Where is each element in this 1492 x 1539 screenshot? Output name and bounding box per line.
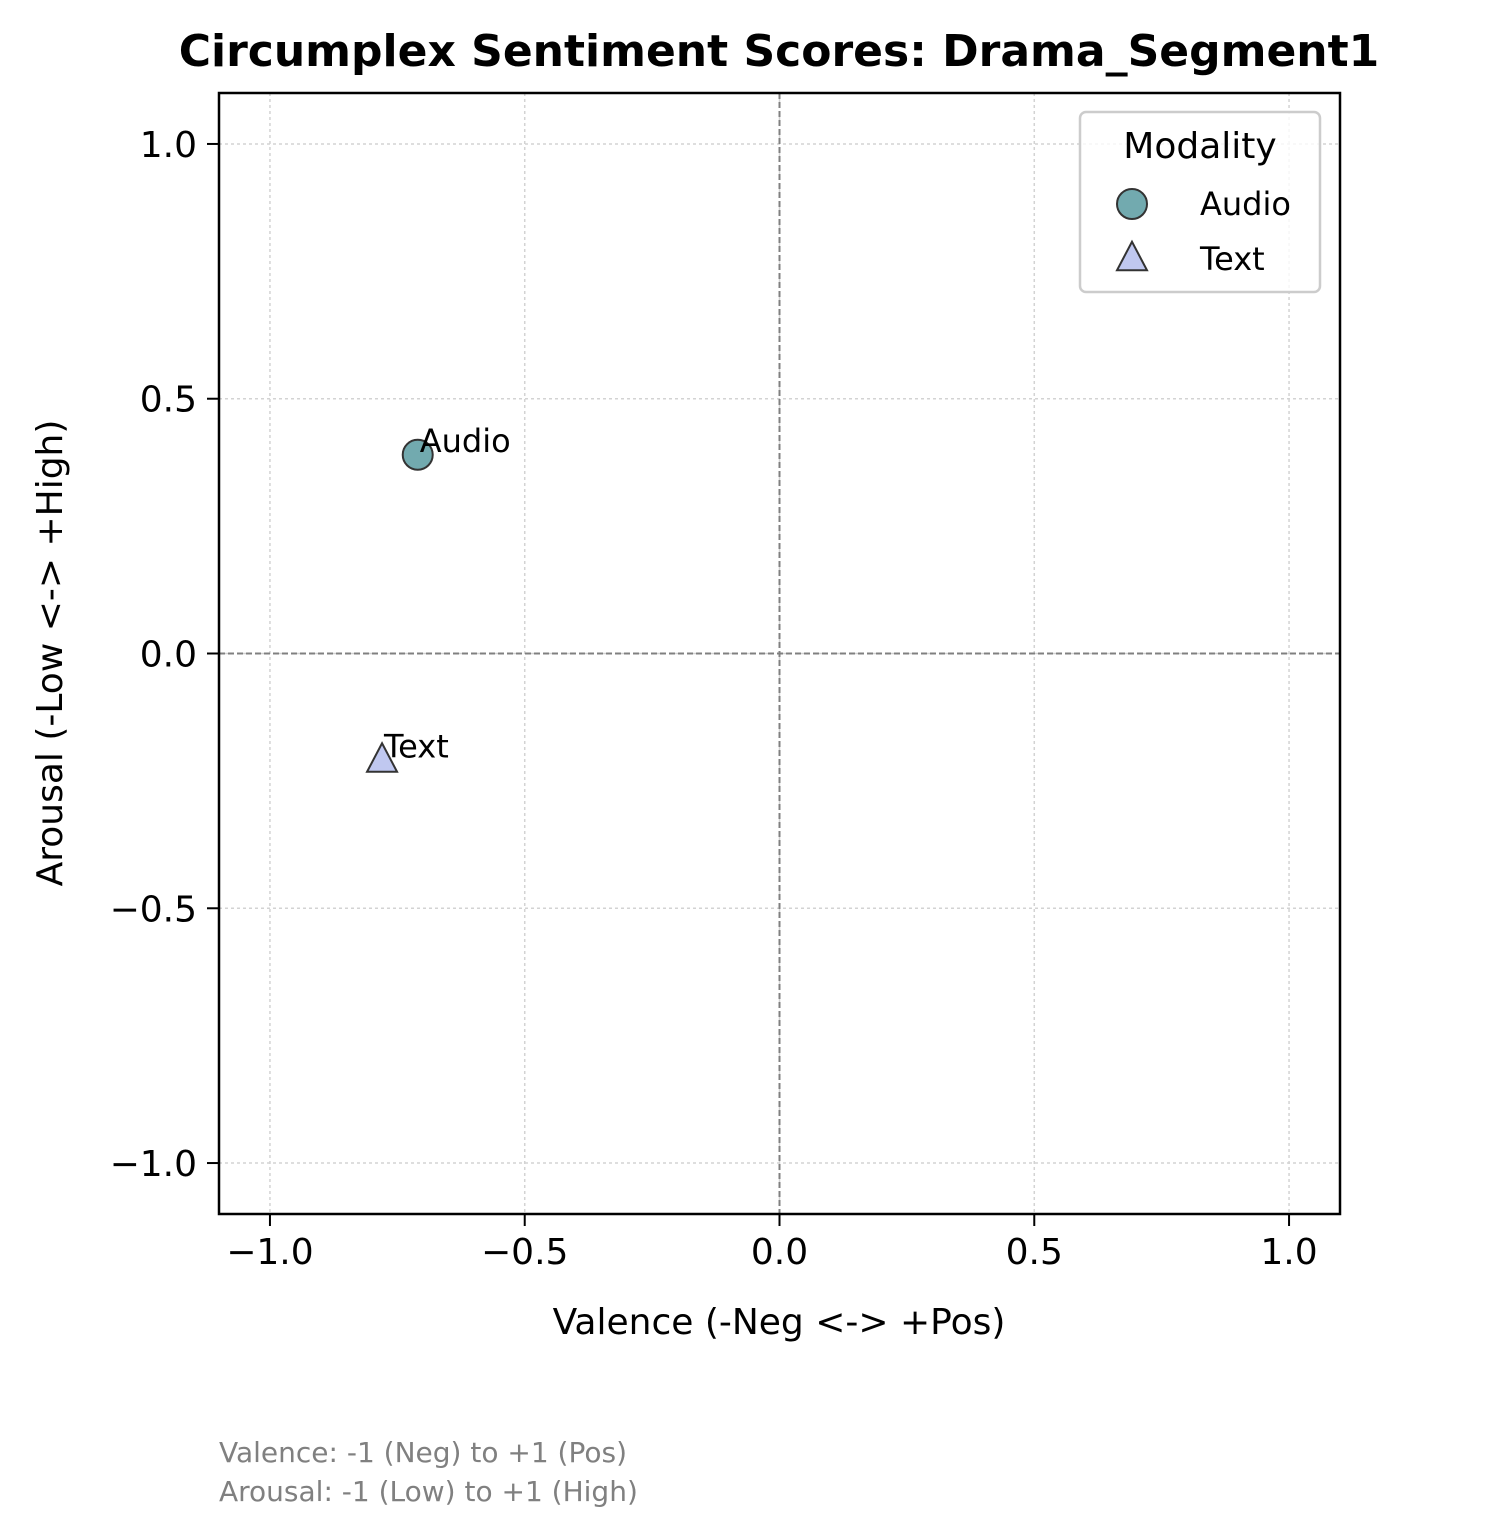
x-tick-label: 1.0 — [1260, 1232, 1317, 1273]
legend-box — [1078, 110, 1322, 294]
point-label-text: Text — [383, 728, 449, 766]
footnote-line-1: Valence: -1 (Neg) to +1 (Pos) — [219, 1436, 627, 1469]
data-point-audio — [401, 438, 434, 471]
data-points: Audio Text — [365, 422, 511, 773]
chart-title: Circumplex Sentiment Scores: Drama_Segme… — [179, 26, 1380, 77]
legend-marker-text — [1115, 239, 1149, 272]
point-label-audio: Audio — [420, 422, 511, 460]
y-tick-label: 1.0 — [140, 125, 197, 166]
data-point-text — [365, 741, 399, 773]
legend: Modality Audio Text — [1078, 110, 1322, 294]
legend-label-text: Text — [1199, 240, 1265, 278]
x-axis-label: Valence (-Neg <-> +Pos) — [553, 1302, 1006, 1343]
y-axis-label: Arousal (-Low <-> +High) — [30, 420, 71, 887]
ticks: −1.0 −0.5 0.0 0.5 1.0 −1.0 −0.5 0.0 0.5 1.0 — [110, 125, 1318, 1273]
x-tick-label: 0.0 — [751, 1232, 808, 1273]
legend-label-audio: Audio — [1200, 185, 1291, 223]
y-tick-label: 0.0 — [140, 635, 197, 676]
footnote-line-2: Arousal: -1 (Low) to +1 (High) — [219, 1475, 638, 1508]
legend-title: Modality — [1123, 126, 1276, 167]
x-tick-label: −1.0 — [226, 1232, 313, 1273]
y-tick-label: 0.5 — [140, 380, 197, 421]
zero-lines — [219, 93, 1340, 1214]
y-tick-label: −1.0 — [110, 1144, 197, 1185]
y-tick-label: −0.5 — [110, 889, 197, 930]
x-tick-label: −0.5 — [481, 1232, 568, 1273]
legend-marker-audio — [1116, 188, 1148, 220]
x-tick-label: 0.5 — [1006, 1232, 1063, 1273]
